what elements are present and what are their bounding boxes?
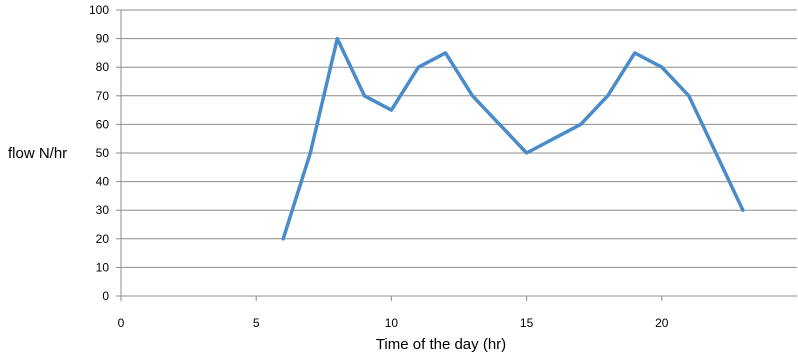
series-line — [281, 36, 745, 241]
x-tick-label: 15 — [520, 316, 534, 330]
y-tick-label: 90 — [96, 32, 110, 46]
y-axis-title: flow N/hr — [8, 145, 67, 162]
x-tick-label: 0 — [118, 316, 125, 330]
y-tick-label: 80 — [96, 60, 110, 74]
y-tick-label: 50 — [96, 146, 110, 160]
x-tick-label: 5 — [253, 316, 260, 330]
axes — [116, 9, 797, 301]
x-axis-title: Time of the day (hr) — [376, 336, 506, 353]
x-tick-labels: 0 5 10 15 20 — [118, 316, 669, 330]
y-tick-label: 100 — [89, 3, 109, 17]
series-lines — [281, 36, 745, 241]
y-tick-label: 40 — [96, 175, 110, 189]
y-tick-label: 20 — [96, 232, 110, 246]
y-tick-labels: 0 10 20 30 40 50 60 70 80 90 100 — [89, 3, 109, 303]
y-tick-label: 70 — [96, 89, 110, 103]
y-tick-label: 60 — [96, 117, 110, 131]
x-tick-label: 20 — [655, 316, 669, 330]
y-tick-label: 0 — [102, 289, 109, 303]
x-tick-label: 10 — [385, 316, 399, 330]
y-tick-label: 10 — [96, 260, 110, 274]
y-tick-label: 30 — [96, 203, 110, 217]
gridlines — [121, 9, 797, 268]
